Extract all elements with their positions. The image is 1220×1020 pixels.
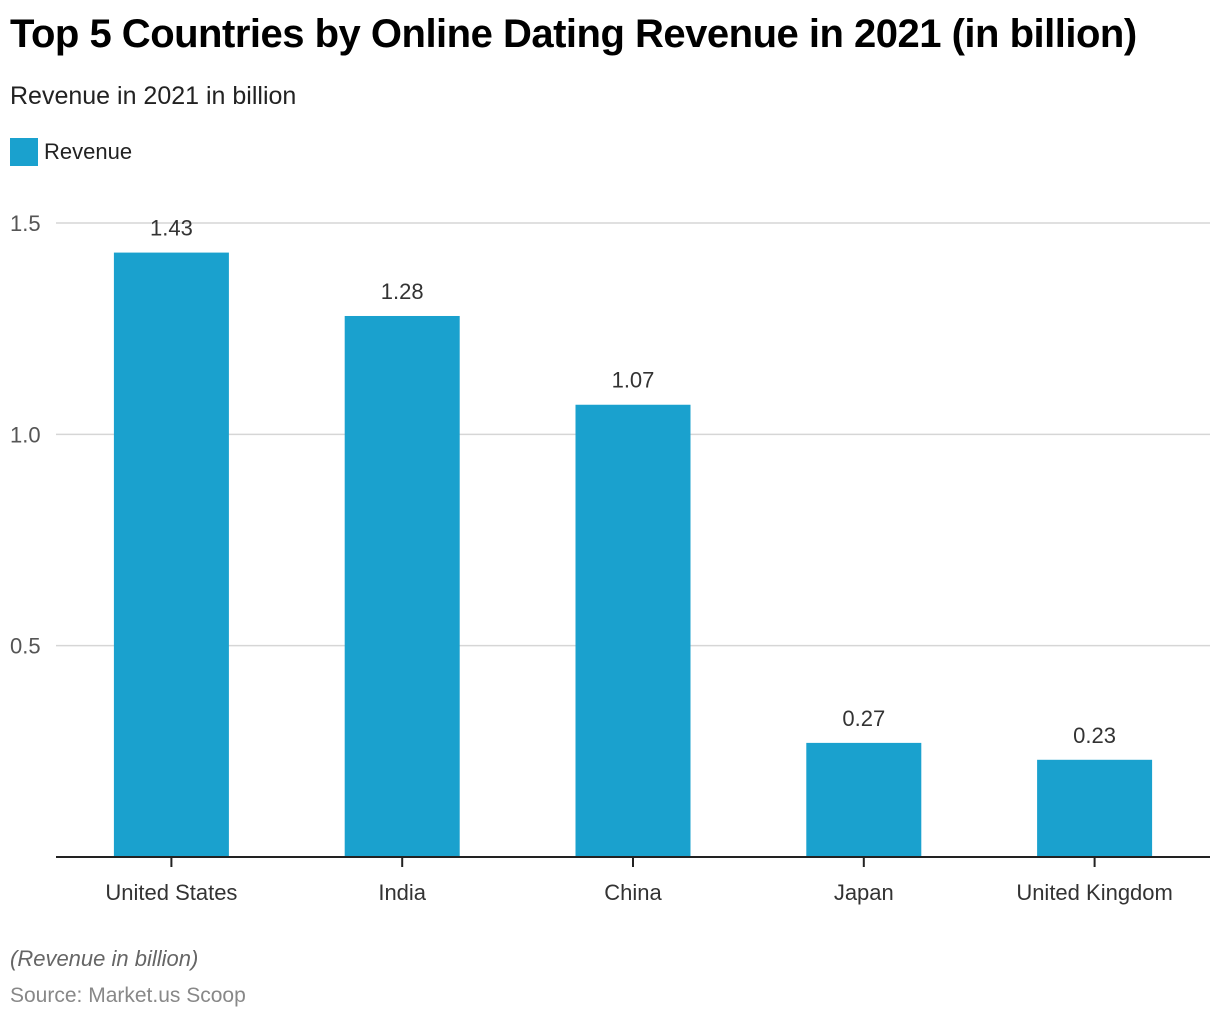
y-tick-label: 0.5 xyxy=(10,634,41,659)
x-axis: United States India China Japan United Kingd… xyxy=(56,856,1210,905)
source-text: Source: Market.us Scoop xyxy=(10,984,246,1007)
data-label: 1.28 xyxy=(381,279,424,304)
data-labels: 1.43 1.28 1.07 0.27 0.23 xyxy=(150,216,1116,748)
chart-subtitle: Revenue in 2021 in billion xyxy=(10,82,297,110)
bars xyxy=(113,252,1153,857)
bar-united-kingdom xyxy=(1037,759,1153,857)
y-axis-ticks: 0.5 1.0 1.5 xyxy=(10,211,41,659)
x-tick-label: China xyxy=(604,880,662,905)
x-tick-label: United States xyxy=(105,880,237,905)
bar-united-states xyxy=(113,252,229,857)
legend: Revenue xyxy=(10,138,132,166)
y-tick-label: 1.5 xyxy=(10,211,41,236)
x-tick-label: United Kingdom xyxy=(1016,880,1173,905)
data-label: 1.43 xyxy=(150,216,193,241)
legend-label-revenue: Revenue xyxy=(44,139,133,164)
data-label: 0.27 xyxy=(842,706,885,731)
data-label: 1.07 xyxy=(612,368,655,393)
legend-swatch-revenue xyxy=(10,138,38,166)
x-tick-label: India xyxy=(378,880,426,905)
y-tick-label: 1.0 xyxy=(10,422,41,447)
bar-japan xyxy=(806,742,922,857)
bar-india xyxy=(344,315,460,857)
bar-china xyxy=(575,404,691,857)
x-tick-label: Japan xyxy=(834,880,894,905)
data-label: 0.23 xyxy=(1073,723,1116,748)
chart-title: Top 5 Countries by Online Dating Revenue… xyxy=(10,12,1137,56)
footnote: (Revenue in billion) xyxy=(10,946,199,971)
